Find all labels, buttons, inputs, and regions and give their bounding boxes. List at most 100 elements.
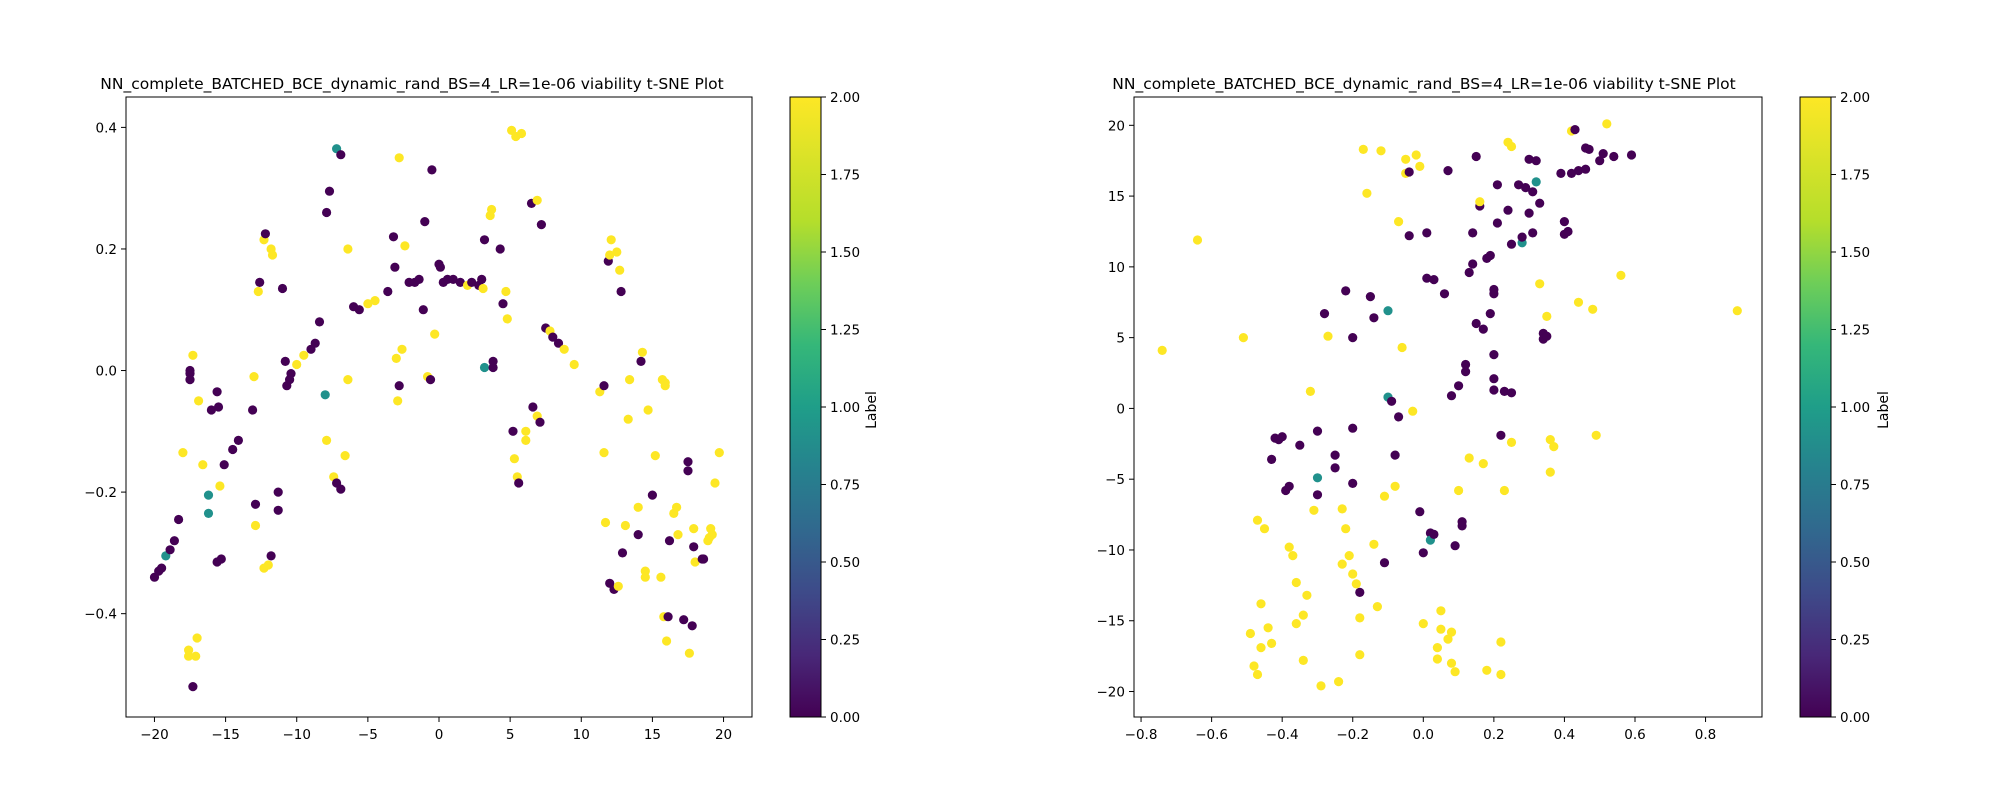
scatter-point xyxy=(233,435,243,445)
scatter-point xyxy=(194,396,204,406)
scatter-point xyxy=(1394,217,1404,227)
scatter-point xyxy=(273,505,283,515)
scatter-point xyxy=(1471,318,1481,329)
scatter-point xyxy=(1355,587,1365,598)
colorbar-tick-label: 1.25 xyxy=(830,323,860,339)
scatter-points xyxy=(149,125,724,692)
scatter-point xyxy=(689,542,699,552)
right-colorbar-label: Label xyxy=(1876,391,1892,429)
scatter-point xyxy=(1337,559,1347,569)
scatter-point xyxy=(1369,539,1379,549)
scatter-point xyxy=(1517,232,1527,242)
scatter-point xyxy=(1390,481,1400,491)
scatter-point xyxy=(1263,623,1273,633)
y-tick-label: 0.0 xyxy=(96,364,117,380)
y-tick-label: −0.2 xyxy=(84,485,117,501)
scatter-point xyxy=(1309,505,1319,515)
x-tick-label: 0.8 xyxy=(1695,727,1716,743)
scatter-point xyxy=(1365,292,1375,302)
scatter-point xyxy=(1485,250,1495,261)
scatter-point xyxy=(1506,239,1517,249)
x-tick-label: 0.2 xyxy=(1483,727,1504,743)
colorbar-tick-label: 0.25 xyxy=(830,633,860,649)
x-tick-label: 0.6 xyxy=(1624,727,1645,743)
colorbar-tick-label: 1.50 xyxy=(830,245,860,261)
scatter-point xyxy=(1478,459,1488,469)
scatter-point xyxy=(320,390,330,400)
scatter-point xyxy=(1432,643,1442,653)
scatter-point xyxy=(1256,599,1266,609)
colorbar-tick-label: 0.50 xyxy=(1840,555,1870,571)
scatter-point xyxy=(479,235,490,245)
scatter-point xyxy=(430,329,440,339)
scatter-point xyxy=(1461,359,1471,370)
scatter-point xyxy=(1496,637,1506,647)
scatter-point xyxy=(1542,311,1552,321)
scatter-point xyxy=(1584,144,1594,154)
scatter-point xyxy=(615,265,625,275)
scatter-point xyxy=(467,277,477,287)
scatter-point xyxy=(174,514,184,525)
x-tick-label: 5 xyxy=(506,727,515,743)
scatter-point xyxy=(1383,306,1393,316)
scatter-point xyxy=(1485,309,1495,319)
scatter-point xyxy=(1573,166,1584,176)
scatter-point xyxy=(1492,218,1502,228)
y-tick-label: 0 xyxy=(1116,401,1125,417)
scatter-point xyxy=(248,405,258,415)
scatter-point xyxy=(391,353,401,363)
scatter-point xyxy=(414,274,424,284)
scatter-point xyxy=(299,350,309,360)
scatter-point xyxy=(1573,297,1584,307)
scatter-point xyxy=(528,402,538,412)
left-colorbar: 0.00 0.25 0.50 0.75 1.00 1.25 1.50 1.75 2.00 xyxy=(789,90,860,726)
colorbar-tick-label: 0.25 xyxy=(1840,633,1870,649)
y-tick-label: 0.2 xyxy=(96,242,117,258)
scatter-point xyxy=(633,530,643,540)
scatter-point xyxy=(683,466,693,476)
scatter-point xyxy=(191,651,201,661)
scatter-point xyxy=(1489,284,1499,295)
scatter-point xyxy=(617,548,628,558)
scatter-point xyxy=(548,332,558,342)
scatter-point xyxy=(188,350,198,360)
scatter-point xyxy=(1330,463,1340,473)
x-tick-label: 20 xyxy=(715,727,732,743)
scatter-point xyxy=(1524,154,1534,164)
scatter-point xyxy=(1559,217,1569,227)
x-tick-label: 0.0 xyxy=(1413,727,1434,743)
scatter-point xyxy=(219,460,229,470)
x-tick-label: −20 xyxy=(140,727,169,743)
scatter-point xyxy=(250,499,261,509)
scatter-point xyxy=(388,232,399,242)
scatter-point xyxy=(1418,619,1428,629)
scatter-point xyxy=(322,435,332,445)
y-tick-label: −0.4 xyxy=(84,607,117,623)
colorbar-tick-label: 1.00 xyxy=(830,400,860,416)
scatter-point xyxy=(1252,515,1263,525)
scatter-point xyxy=(255,277,265,287)
scatter-point xyxy=(559,344,569,354)
scatter-point xyxy=(502,314,512,324)
scatter-point xyxy=(336,484,346,494)
scatter-point xyxy=(178,448,188,458)
scatter-point xyxy=(1471,151,1481,162)
scatter-point xyxy=(1404,167,1414,177)
scatter-point xyxy=(1344,551,1354,561)
scatter-point xyxy=(521,426,531,436)
scatter-point xyxy=(633,502,643,512)
scatter-point xyxy=(1492,180,1502,190)
scatter-point xyxy=(662,636,672,646)
scatter-point xyxy=(188,682,198,692)
y-tick-label: −5 xyxy=(1105,472,1125,488)
scatter-point xyxy=(1545,435,1555,445)
scatter-point xyxy=(498,299,508,309)
scatter-point xyxy=(553,338,564,348)
scatter-points xyxy=(1157,119,1742,691)
scatter-point xyxy=(495,244,505,254)
left-panel: NN_complete_BATCHED_BCE_dynamic_rand_BS=… xyxy=(84,75,880,743)
scatter-point xyxy=(1732,306,1742,316)
scatter-point xyxy=(310,338,320,348)
scatter-point xyxy=(203,490,214,500)
